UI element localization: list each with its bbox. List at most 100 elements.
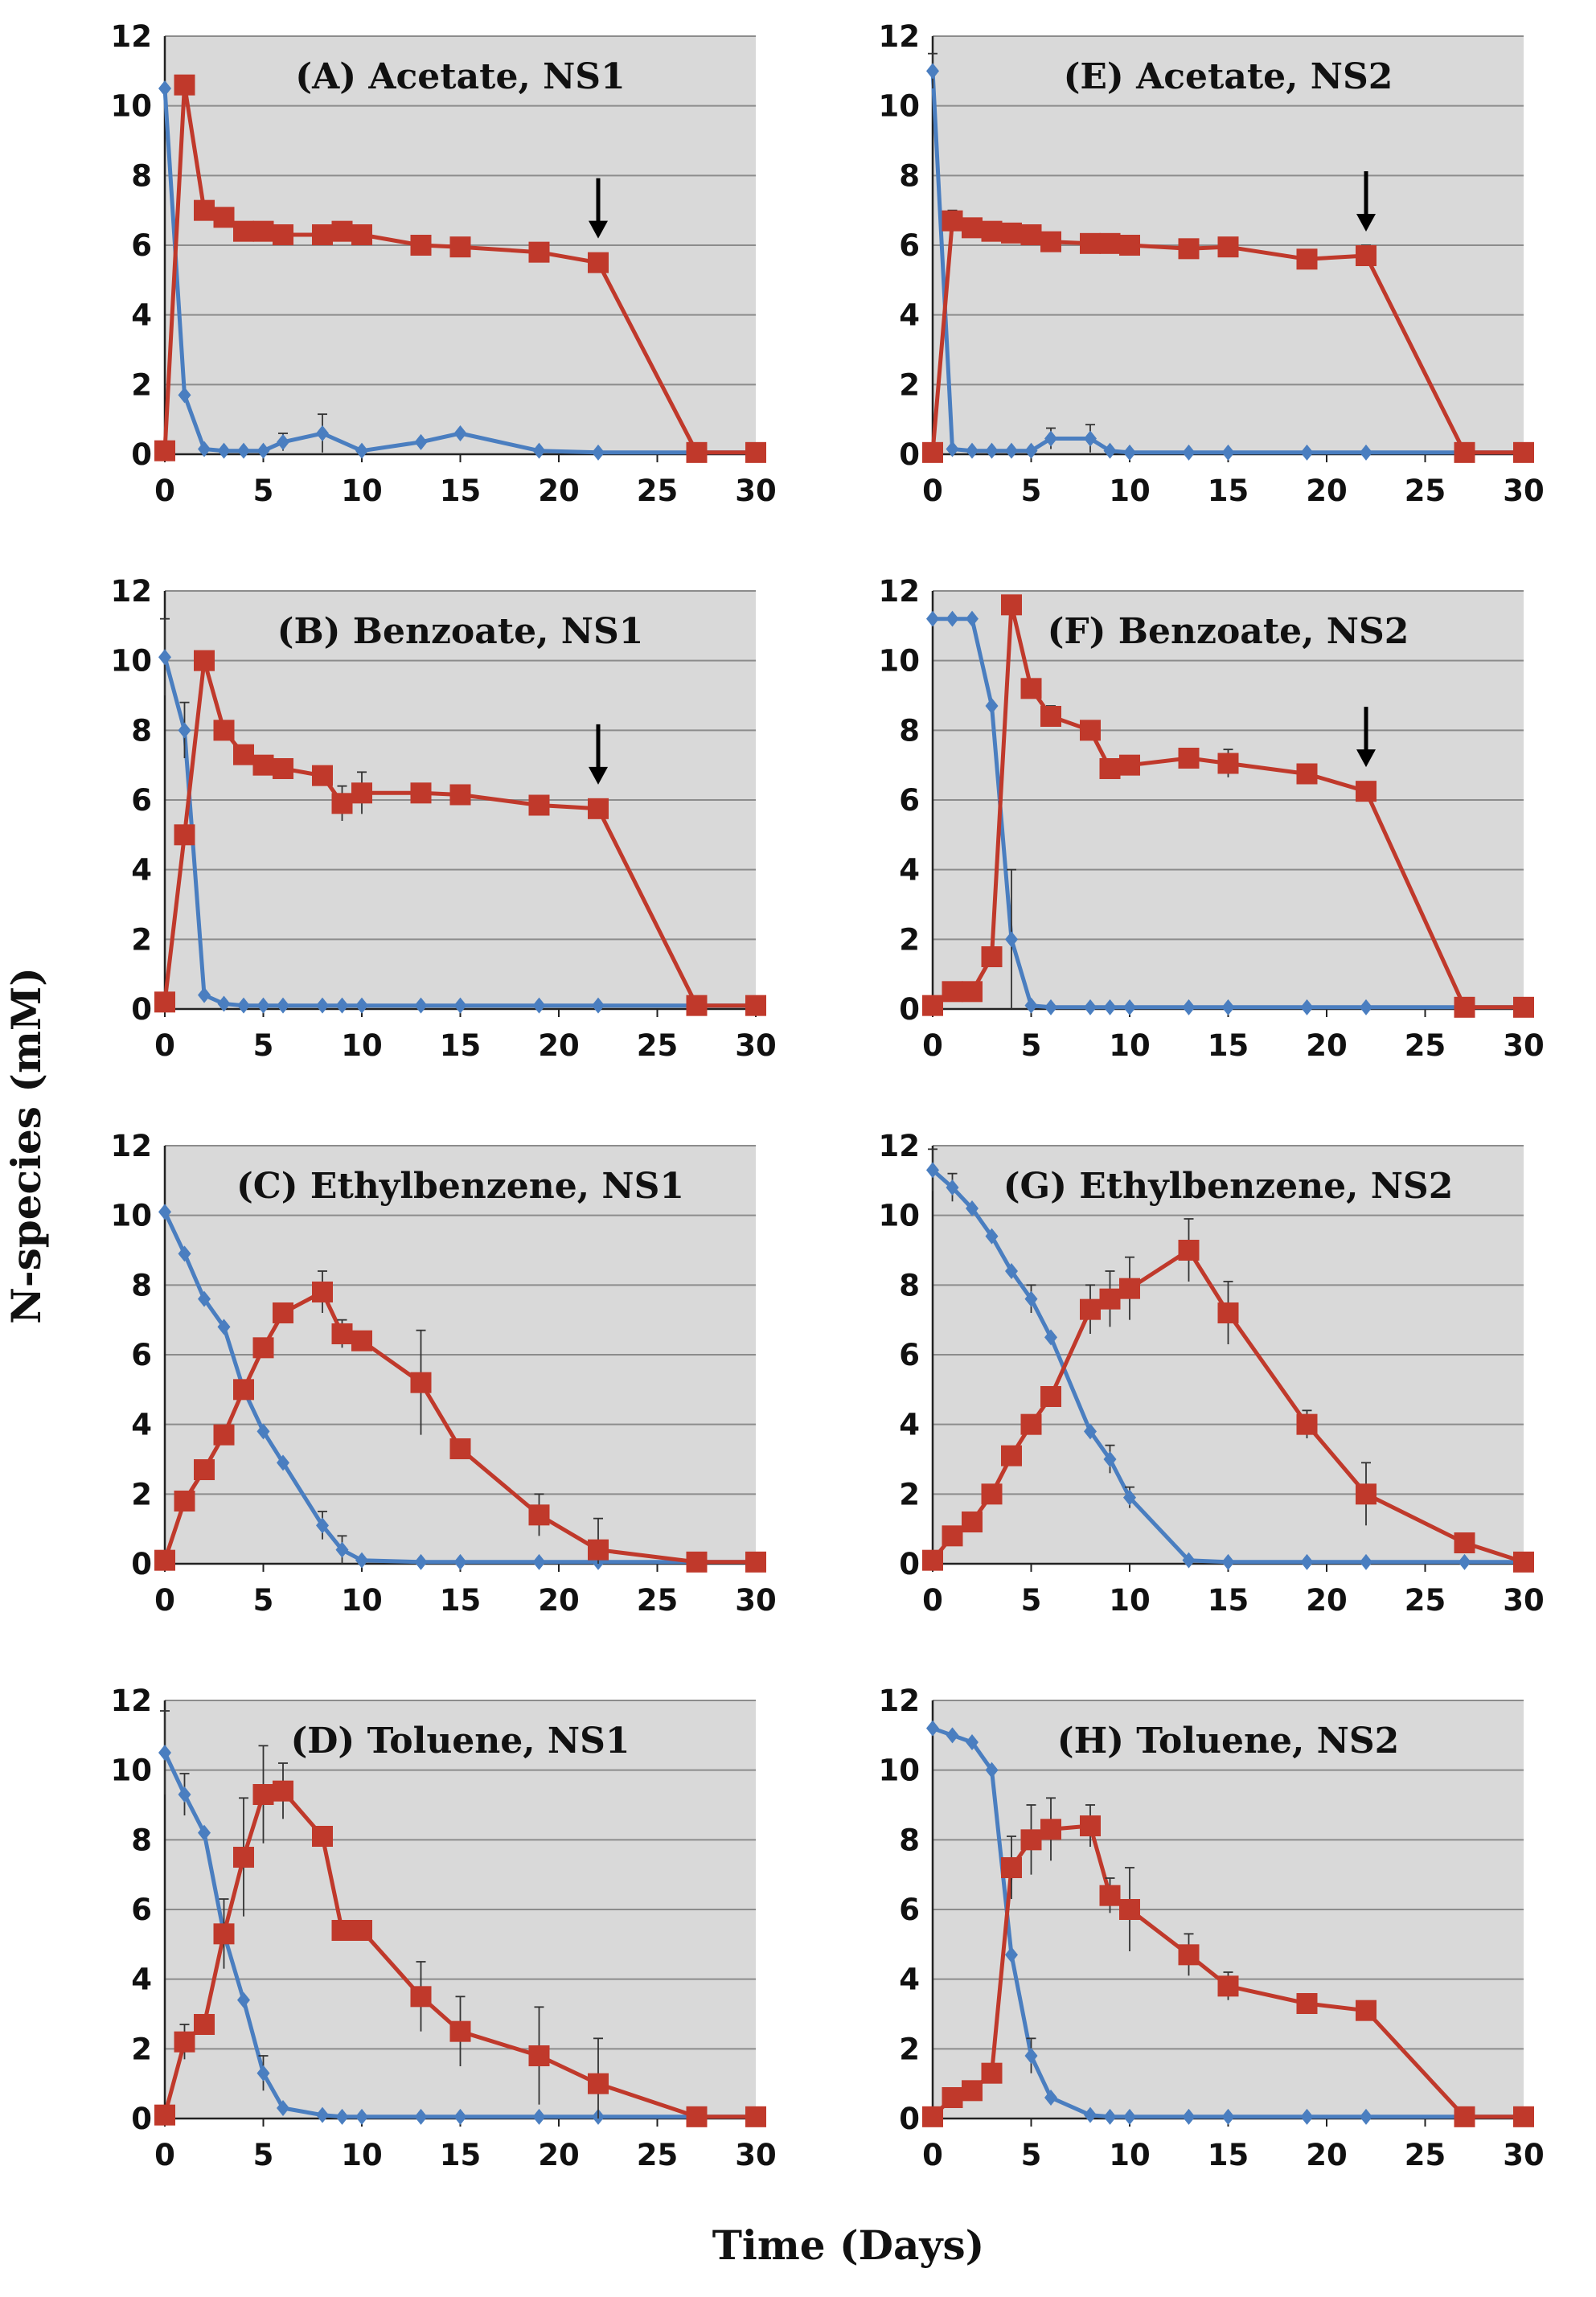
data-point-blue [355,997,368,1014]
x-tick-label: 25 [637,2138,679,2172]
data-point-red [154,440,175,461]
data-point-blue [316,2106,329,2123]
data-point-blue [1103,999,1117,1015]
data-point-red [213,207,235,228]
y-tick-label: 4 [899,298,920,333]
data-point-blue [1123,444,1136,461]
y-tick-label: 10 [879,644,921,679]
x-tick-label: 15 [440,2138,482,2172]
data-point-red [686,2106,708,2127]
data-point-blue [1458,1553,1471,1570]
data-point-red [331,793,353,814]
data-point-red [312,1826,333,1847]
data-point-red [1454,996,1475,1018]
data-point-red [528,1504,550,1526]
data-point-blue [926,63,939,80]
y-tick-label: 8 [899,158,920,193]
y-tick-label: 6 [131,1893,152,1927]
annotation-arrow-head [1356,749,1376,768]
data-point-red [410,782,432,804]
x-tick-label: 10 [1109,1028,1151,1063]
data-point-red [686,1551,708,1573]
data-point-red [1001,594,1022,616]
x-tick-label: 30 [735,2138,777,2172]
data-point-blue [414,1553,428,1570]
data-point-blue [1182,999,1196,1015]
x-tick-label: 30 [1503,2138,1545,2172]
data-point-red [1080,720,1101,741]
data-point-red [1099,1885,1121,1906]
data-point-red [351,224,372,245]
x-tick-label: 5 [253,1583,274,1618]
x-tick-label: 25 [1405,1583,1446,1618]
panel-title: (C) Ethylbenzene, NS1 [236,1166,684,1207]
y-tick-label: 0 [899,437,920,472]
data-point-red [981,220,1003,242]
data-point-blue [178,722,191,739]
x-tick-label: 25 [637,474,679,508]
data-point-red [528,241,550,263]
data-point-blue [256,997,270,1014]
data-point-blue [1300,1553,1314,1570]
x-tick-label: 30 [1503,474,1545,508]
data-point-red [1040,231,1061,252]
data-point-red [1217,1975,1239,1997]
data-point-blue [1360,999,1372,1015]
data-point-blue [277,433,289,450]
data-point-red [1217,236,1239,258]
data-point-red [154,991,175,1013]
data-point-blue [1182,444,1196,461]
y-tick-label: 12 [879,1129,921,1163]
y-tick-label: 8 [131,713,152,748]
x-tick-label: 20 [1306,1028,1348,1063]
data-point-blue [256,442,270,459]
data-point-red [213,1923,235,1945]
panel-title: (F) Benzoate, NS2 [1048,611,1409,652]
y-tick-label: 6 [899,783,920,818]
x-axis-label: Time (Days) [712,2221,985,2269]
panel-title: (E) Acetate, NS2 [1064,56,1393,97]
data-point-red [410,235,432,256]
y-tick-label: 4 [899,1408,920,1442]
data-point-red [1178,748,1200,769]
y-tick-label: 10 [879,89,921,124]
data-point-red [1217,1302,1239,1323]
data-point-blue [966,1200,979,1216]
y-tick-label: 4 [131,853,152,888]
x-tick-label: 15 [440,474,482,508]
data-point-red [588,252,609,273]
data-point-red [942,2087,963,2108]
y-tick-label: 12 [879,19,921,54]
y-tick-label: 2 [899,1477,920,1512]
data-point-blue [237,997,250,1014]
data-point-blue [926,1720,939,1737]
data-point-red [312,765,333,786]
y-tick-label: 10 [879,1754,921,1788]
data-point-blue [1360,444,1372,461]
y-tick-label: 2 [899,367,920,402]
x-tick-label: 10 [341,2138,383,2172]
chart-panel-e: 0 2 4 6 8 10 12 0 5 10 15 20 25 30 (E) Acetate, NS2 [879,19,1545,508]
data-point-red [962,2080,983,2102]
data-point-red [1296,1413,1318,1435]
data-point-red [1001,222,1022,244]
data-point-blue [316,425,329,441]
x-tick-label: 20 [1306,2138,1348,2172]
data-point-blue [1123,999,1136,1015]
x-tick-label: 0 [922,1583,943,1618]
annotation-arrow-head [589,766,608,785]
data-point-red [194,199,215,221]
data-point-red [273,758,293,779]
data-point-blue [946,1179,959,1196]
y-tick-label: 2 [899,2032,920,2066]
data-point-blue [926,1162,939,1179]
annotation-arrow-head [589,220,608,239]
data-point-blue [277,2100,289,2116]
data-point-blue [1300,444,1314,461]
data-point-blue [985,1228,999,1245]
data-point-red [273,1780,293,1802]
series-line-blue [162,1751,756,2119]
data-point-red [233,220,254,242]
y-tick-label: 4 [899,1963,920,1997]
